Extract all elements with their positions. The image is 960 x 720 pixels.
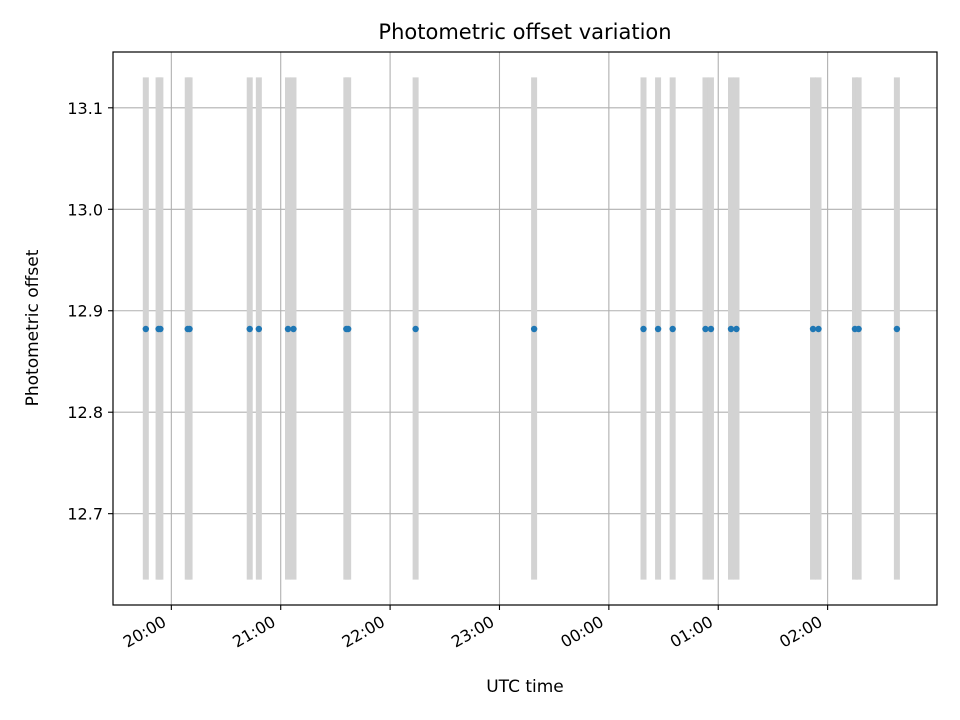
data-point <box>284 325 292 333</box>
data-point <box>809 325 817 333</box>
data-point <box>733 325 740 333</box>
data-point <box>157 325 164 333</box>
data-point <box>669 325 676 333</box>
data-point <box>640 325 647 333</box>
data-point <box>707 325 715 333</box>
data-point <box>727 325 735 333</box>
y-tick-label: 12.8 <box>67 403 103 422</box>
chart-title: Photometric offset variation <box>378 20 671 44</box>
x-axis-label: UTC time <box>486 677 564 697</box>
y-tick-label: 13.1 <box>67 99 103 118</box>
plot-frame <box>112 51 938 606</box>
y-tick-label: 12.9 <box>67 302 103 321</box>
data-point <box>530 325 538 333</box>
data-point <box>702 325 709 333</box>
y-axis-label: Photometric offset <box>23 249 43 406</box>
y-tick-label: 12.7 <box>67 505 103 524</box>
data-points <box>142 325 901 333</box>
data-point <box>246 325 253 333</box>
data-point <box>344 325 352 333</box>
data-point <box>893 325 901 333</box>
data-point <box>855 325 862 333</box>
data-point <box>815 325 822 333</box>
data-point <box>142 325 150 333</box>
data-point <box>412 325 419 333</box>
data-point <box>186 325 193 333</box>
y-tick-label: 13.0 <box>67 200 103 219</box>
data-point <box>654 325 662 333</box>
data-point <box>290 325 297 333</box>
data-point <box>255 325 263 333</box>
